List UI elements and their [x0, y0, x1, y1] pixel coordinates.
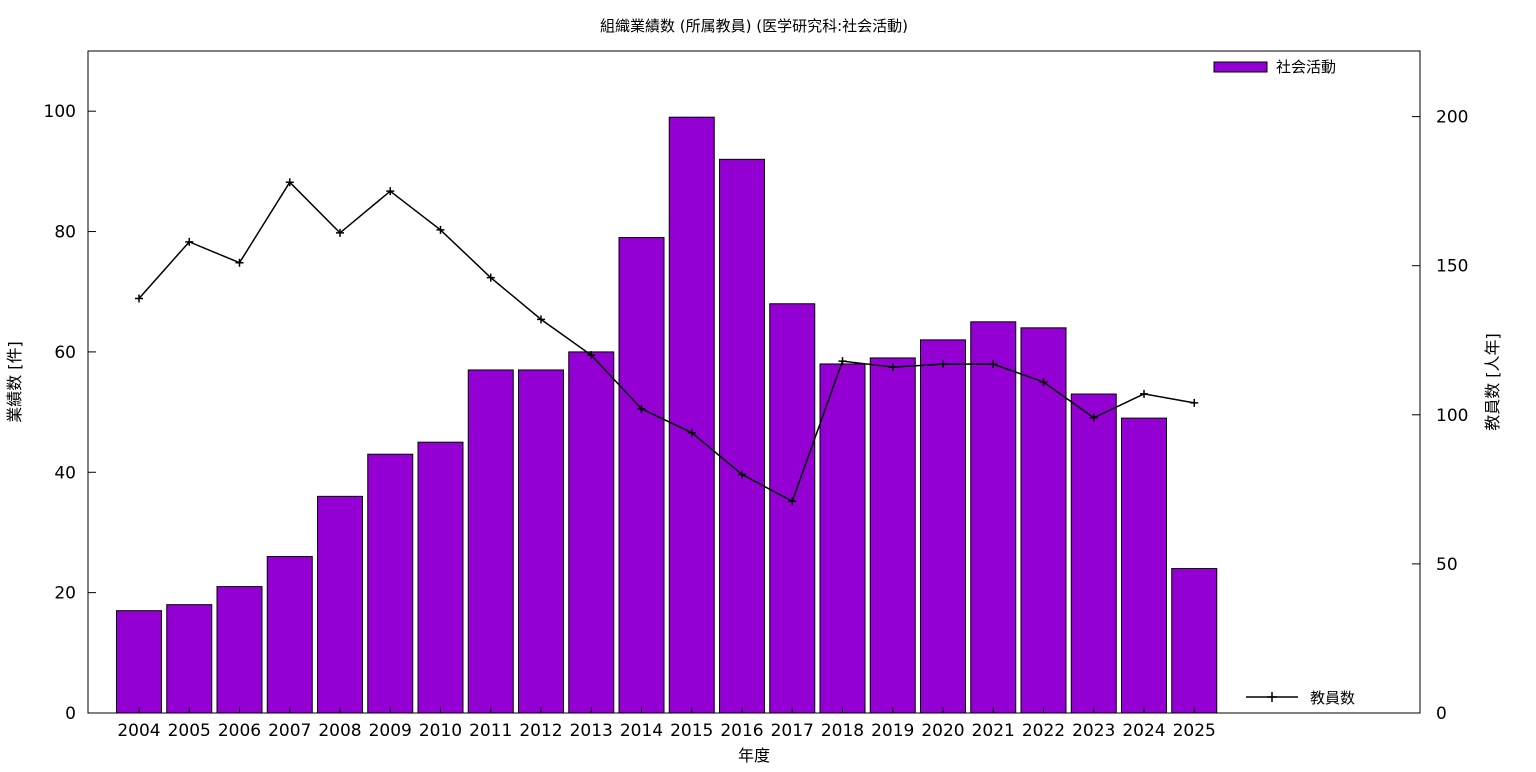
bar-2015	[668, 116, 715, 714]
y2-tick-label-100: 100	[1436, 406, 1468, 426]
bar-2010	[417, 441, 464, 714]
bar-2014	[618, 237, 665, 714]
x-tick-label-2008: 2008	[318, 721, 361, 741]
x-tick-label-2019: 2019	[871, 721, 914, 741]
bar-2004	[116, 610, 162, 714]
x-tick-label-2005: 2005	[168, 721, 211, 741]
y-tick-label-60: 60	[54, 343, 76, 363]
line-point-2017	[788, 497, 797, 506]
line-point-2007	[285, 178, 294, 187]
x-axis: 2004 2005 2006 2007 2008 2009 2010 2011 2012 2013…	[117, 707, 1216, 741]
x-tick-label-2025: 2025	[1173, 721, 1216, 741]
bar-2013	[568, 351, 615, 714]
bar-2008	[317, 495, 363, 714]
line-point-2013	[587, 351, 596, 360]
x-tick-label-2020: 2020	[921, 721, 964, 741]
line-point-2022	[1039, 378, 1048, 386]
y2-axis-label: 教員数 [人年]	[1483, 333, 1502, 431]
line-point-2010	[436, 225, 445, 234]
left-axis: 0 20 40 60 80 100	[44, 102, 96, 724]
line-point-2018	[838, 357, 847, 366]
bar-2024	[1121, 417, 1167, 714]
legend-line-label: 教員数	[1310, 689, 1355, 707]
y-tick-label-0: 0	[65, 704, 76, 724]
bar-2005	[166, 604, 213, 714]
x-tick-label-2010: 2010	[419, 721, 462, 741]
x-tick-label-2022: 2022	[1022, 721, 1065, 741]
line-point-2023	[1089, 413, 1098, 422]
x-tick-label-2018: 2018	[821, 721, 864, 741]
bar-2019	[869, 357, 916, 714]
x-tick-label-2014: 2014	[620, 721, 663, 741]
line-point-2009	[386, 187, 395, 196]
bar-2017	[769, 303, 816, 714]
bar-2025	[1171, 568, 1218, 714]
line-point-2005	[185, 237, 194, 246]
x-tick-label-2015: 2015	[670, 721, 713, 741]
plot-frame	[87, 50, 1421, 714]
bar-2016	[719, 158, 765, 714]
x-tick-label-2012: 2012	[519, 721, 562, 741]
x-tick-label-2009: 2009	[369, 721, 412, 741]
legend-bar-label: 社会活動	[1276, 58, 1336, 76]
chart-title: 組織業績数 (所属教員) (医学研究科:社会活動)	[600, 17, 908, 35]
legend-bar-series: 社会活動	[1213, 58, 1336, 76]
y-tick-label-100: 100	[44, 102, 76, 122]
bar-2011	[467, 369, 514, 714]
line-point-2006	[235, 258, 244, 267]
y-axis-label: 業績数 [件]	[5, 341, 24, 423]
x-tick-label-2013: 2013	[570, 721, 613, 741]
line-point-2008	[336, 228, 344, 237]
right-axis: 0 50 100 150 200	[1412, 108, 1468, 724]
line-point-2021	[989, 360, 998, 369]
legend-bar-swatch	[1213, 61, 1268, 73]
x-tick-label-2016: 2016	[720, 721, 763, 741]
y2-tick-label-0: 0	[1436, 704, 1447, 724]
y2-tick-label-50: 50	[1436, 555, 1458, 575]
x-tick-label-2006: 2006	[218, 721, 261, 741]
x-tick-label-2004: 2004	[117, 721, 160, 741]
line-point-2014	[637, 404, 646, 413]
bar-2012	[518, 369, 564, 714]
y-tick-label-40: 40	[54, 463, 76, 483]
line-point-2011	[486, 273, 495, 282]
line-point-2020	[939, 360, 947, 369]
legend-line-series: 教員数	[1246, 689, 1355, 707]
y2-tick-label-200: 200	[1436, 108, 1468, 128]
bars-layer	[116, 116, 1218, 714]
y-tick-label-80: 80	[54, 223, 76, 243]
x-tick-label-2023: 2023	[1072, 721, 1115, 741]
line-series-faculty	[138, 181, 1195, 503]
bar-2020	[920, 339, 966, 714]
line-point-2015	[687, 428, 696, 437]
line-point-2019	[888, 363, 897, 372]
legend-line-marker	[1267, 692, 1277, 702]
bar-2006	[216, 586, 263, 714]
bar-2007	[266, 556, 313, 714]
line-point-2024	[1140, 389, 1148, 398]
x-tick-label-2024: 2024	[1122, 721, 1165, 741]
x-tick-label-2011: 2011	[469, 721, 512, 741]
bar-2021	[970, 321, 1017, 714]
x-tick-label-2021: 2021	[972, 721, 1015, 741]
x-tick-label-2007: 2007	[268, 721, 311, 741]
line-layer	[135, 178, 1199, 506]
line-point-2025	[1190, 398, 1199, 407]
bar-2023	[1070, 393, 1117, 714]
line-point-2004	[135, 294, 143, 303]
line-point-2012	[537, 315, 545, 324]
x-axis-label: 年度	[738, 746, 770, 765]
x-tick-label-2017: 2017	[771, 721, 814, 741]
line-point-2016	[738, 470, 746, 479]
bar-2018	[819, 363, 866, 714]
y-tick-label-20: 20	[54, 584, 76, 604]
bar-2009	[367, 453, 414, 714]
y2-tick-label-150: 150	[1436, 257, 1468, 277]
